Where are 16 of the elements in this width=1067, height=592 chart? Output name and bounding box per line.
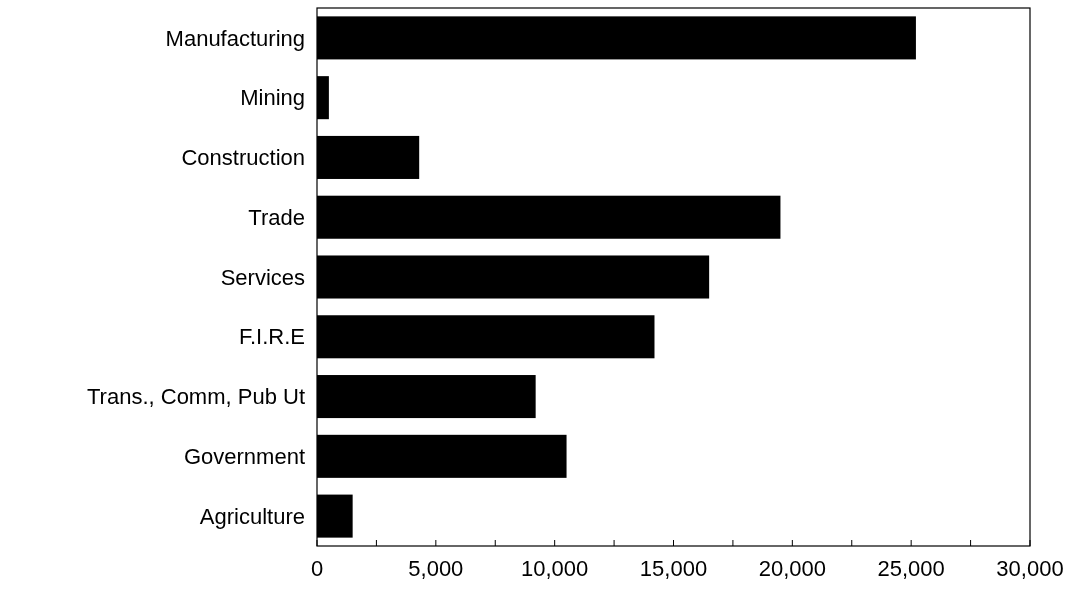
x-tick-label: 20,000 [758, 556, 826, 581]
y-tick-label: Agriculture [199, 503, 305, 529]
x-tick-label: 25,000 [877, 556, 945, 581]
x-tick-label: 10,000 [521, 556, 589, 581]
x-tick-label: 15,000 [639, 556, 708, 581]
y-tick-label: Services [220, 264, 305, 290]
y-tick-label: Trans., Comm, Pub Ut [86, 384, 305, 410]
x-tick-label: 30,000 [996, 556, 1064, 581]
y-tick-label: Construction [181, 145, 305, 171]
y-tick-label: F.I.R.E [238, 324, 305, 350]
y-tick-label: Trade [248, 204, 305, 230]
x-tick-label: 5,000 [408, 556, 464, 581]
y-tick-label: Mining [240, 85, 305, 111]
y-tick-label: Manufacturing [165, 25, 305, 51]
x-tick-label: 0 [310, 556, 324, 581]
y-tick-label: Government [183, 444, 305, 470]
